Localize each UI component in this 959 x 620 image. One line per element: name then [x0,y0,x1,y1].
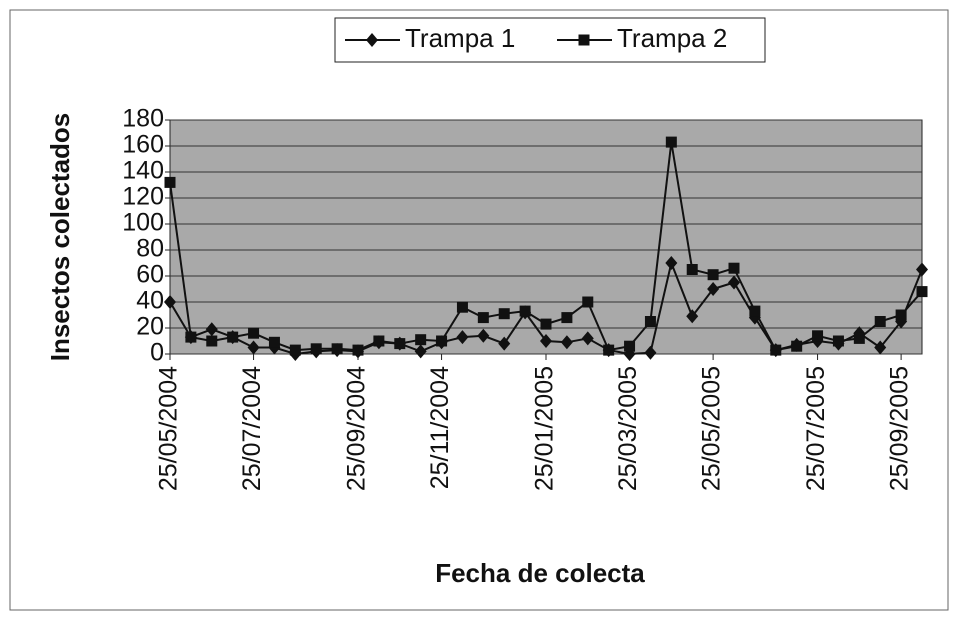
data-point [624,340,636,352]
y-tick-label: 80 [136,235,164,263]
x-tick-label: 25/05/2004 [155,366,183,491]
data-point [812,330,824,342]
data-point [749,305,761,317]
data-point [560,335,573,350]
y-tick-label: 120 [122,183,164,211]
data-point [540,318,552,330]
data-point [707,282,720,296]
data-point [540,334,552,348]
data-point [310,343,322,355]
data-point [707,269,719,281]
legend-label: Trampa 1 [405,23,515,53]
data-point [477,312,489,324]
legend: Trampa 1 Trampa 2 [334,17,766,63]
data-point [205,322,218,337]
data-point [728,262,740,274]
data-point [832,335,844,347]
data-point [227,331,239,343]
legend-marker [366,33,378,47]
x-tick-label: 25/07/2005 [802,366,830,491]
data-point [582,296,594,308]
data-point [415,334,427,346]
y-tick-label: 140 [122,157,164,185]
data-point [164,295,176,309]
data-point [331,343,343,355]
plot-area [169,119,923,355]
x-tick-label: 25/01/2005 [531,366,559,491]
y-tick-label: 0 [150,339,164,367]
y-tick-label: 100 [122,209,164,237]
data-point [874,340,887,355]
x-axis-title: Fecha de colecta [435,558,645,588]
legend-label: Trampa 2 [617,23,727,53]
y-tick-label: 20 [136,313,164,341]
data-point [644,345,657,360]
y-tick-label: 160 [122,131,164,159]
data-point [206,335,218,347]
x-tick-label: 25/09/2005 [886,366,914,491]
x-tick-label: 25/09/2004 [343,366,371,491]
data-point [874,316,886,327]
data-point [665,136,677,148]
x-tick-label: 25/05/2005 [698,366,726,491]
data-point [477,328,490,343]
data-point [686,309,699,324]
data-point [916,262,928,277]
data-point [247,340,260,355]
legend-marker [578,34,590,46]
y-axis-title: Insectos colectados [45,113,75,362]
data-point [268,336,280,348]
data-point [665,256,678,270]
x-tick-label: 25/07/2004 [238,366,266,491]
data-point [414,344,427,359]
data-point [394,338,406,350]
legend-box [334,17,766,63]
data-point [289,344,301,356]
data-point [352,344,364,356]
data-point [644,316,656,327]
data-point [728,275,740,290]
data-point [561,312,573,324]
data-point [498,308,510,320]
data-point [185,331,197,343]
y-tick-label: 40 [136,287,164,315]
data-point [916,286,928,298]
y-tick-label: 180 [122,105,164,133]
x-tick-label: 25/11/2004 [426,366,454,489]
data-point [581,331,594,346]
data-point [853,332,865,344]
data-point [519,305,531,317]
x-tick-label: 25/03/2005 [614,366,642,491]
data-point [770,344,782,356]
data-point [248,327,260,339]
data-point [686,264,698,275]
data-point [791,340,803,352]
data-point [895,309,907,321]
data-point [436,335,448,347]
data-point [456,330,469,345]
y-tick-label: 60 [136,261,164,289]
data-point [603,344,615,356]
data-point [498,336,511,351]
data-point [456,301,468,313]
data-point [373,335,385,347]
data-point [164,176,176,188]
